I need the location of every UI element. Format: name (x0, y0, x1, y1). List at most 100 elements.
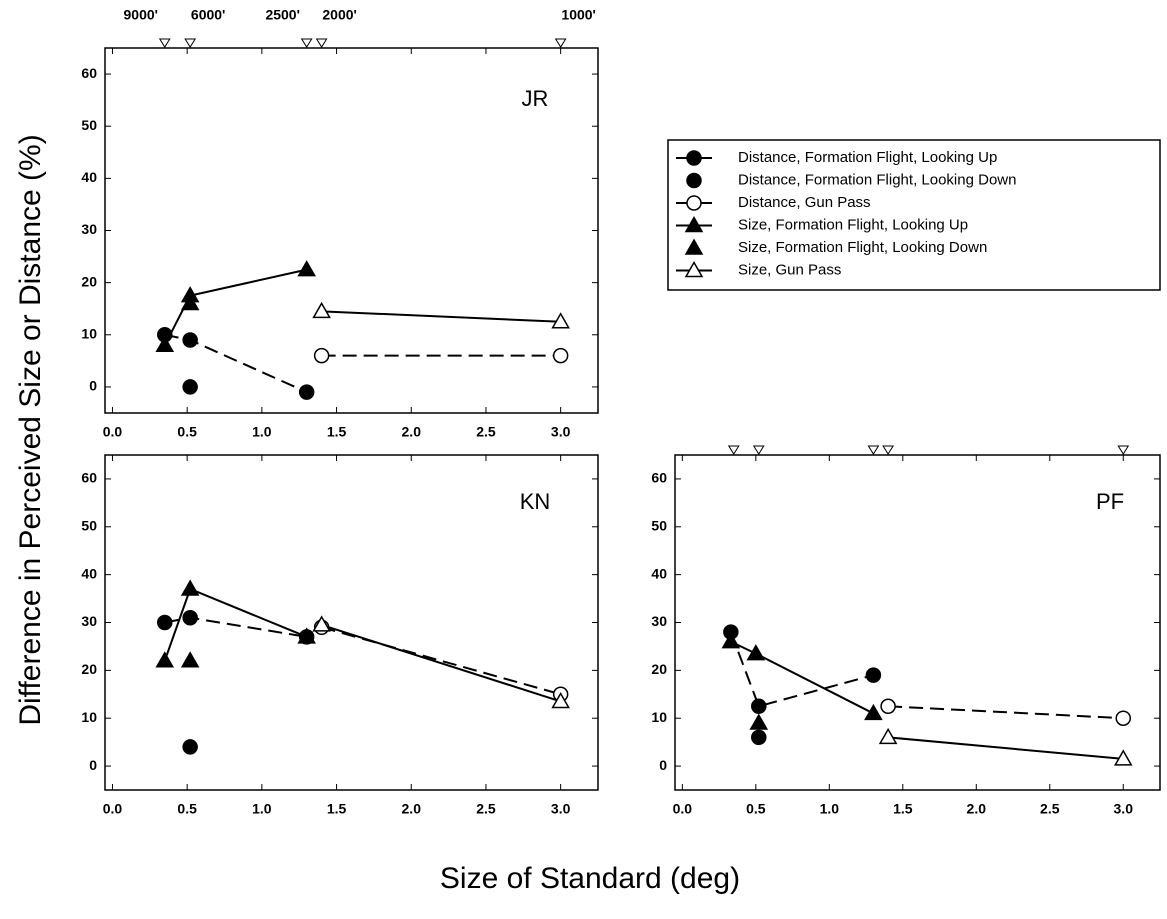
legend-label: Size, Formation Flight, Looking Down (738, 239, 987, 256)
panel-label: JR (522, 86, 549, 111)
x-tick-label: 1.0 (252, 801, 272, 817)
data-point (297, 627, 316, 644)
x-tick-label: 1.5 (327, 801, 347, 817)
top-marker (727, 445, 740, 455)
legend-marker (686, 172, 702, 189)
top-tick-label: 1000' (561, 7, 595, 23)
panel-label: PF (1096, 489, 1124, 514)
legend-label: Distance, Formation Flight, Looking Down (738, 171, 1016, 188)
x-tick-label: 1.0 (820, 801, 840, 817)
data-point (865, 667, 882, 683)
data-point (721, 632, 741, 649)
top-tick-label: 6000' (191, 7, 225, 23)
y-tick-label: 30 (81, 221, 97, 237)
data-point (312, 301, 331, 319)
x-axis-label: Size of Standard (deg) (440, 862, 740, 895)
y-tick-label: 60 (81, 65, 97, 81)
top-marker (554, 38, 567, 48)
top-marker (1117, 445, 1130, 455)
legend-label: Size, Gun Pass (738, 261, 841, 278)
series-line (321, 310, 561, 323)
y-tick-label: 60 (651, 470, 667, 486)
top-marker (158, 38, 171, 48)
y-tick-label: 20 (81, 273, 97, 289)
y-tick-label: 60 (81, 470, 97, 486)
x-tick-label: 1.0 (252, 424, 272, 440)
legend-marker (684, 260, 704, 278)
data-point (182, 609, 198, 626)
legend-marker (686, 150, 702, 166)
y-tick-label: 10 (81, 709, 97, 725)
x-tick-label: 2.5 (1040, 801, 1060, 817)
data-point (1115, 710, 1132, 726)
y-axis-label: Difference in Perceived Size or Distance… (14, 134, 47, 725)
series-line (729, 631, 874, 708)
x-tick-label: 3.0 (1114, 801, 1134, 817)
top-marker (882, 445, 895, 455)
data-point (155, 651, 175, 668)
data-point (298, 384, 315, 400)
top-tick-label: 2500' (265, 7, 299, 23)
legend-marker (684, 215, 704, 233)
y-tick-label: 10 (651, 709, 667, 725)
data-point (157, 614, 173, 631)
series-line (321, 623, 561, 703)
panel-label: KN (520, 489, 551, 514)
data-point (552, 347, 569, 364)
y-tick-label: 40 (81, 565, 97, 581)
y-tick-label: 0 (89, 757, 97, 773)
data-point (749, 713, 769, 730)
data-point (880, 698, 896, 714)
x-tick-label: 0.5 (177, 424, 197, 440)
data-point (751, 698, 767, 714)
data-point (864, 703, 883, 721)
series-line (888, 736, 1124, 760)
data-point (313, 347, 330, 364)
data-point (551, 312, 570, 329)
y-tick-label: 50 (81, 117, 97, 133)
data-point (180, 293, 200, 311)
top-marker (184, 38, 197, 48)
data-point (312, 615, 331, 632)
legend-marker (684, 238, 704, 255)
top-tick-label: 2000' (322, 7, 356, 23)
data-point (155, 335, 175, 352)
x-tick-label: 2.5 (476, 424, 496, 440)
y-tick-label: 40 (651, 565, 667, 581)
x-tick-label: 0.0 (103, 424, 123, 440)
legend-marker (686, 195, 702, 211)
y-tick-label: 50 (651, 517, 667, 533)
x-tick-label: 0.0 (103, 801, 123, 817)
y-tick-label: 20 (651, 661, 667, 677)
x-tick-label: 1.5 (893, 801, 913, 817)
legend-label: Distance, Gun Pass (738, 194, 871, 211)
x-tick-label: 0.5 (177, 801, 197, 817)
top-marker (315, 38, 328, 48)
series-line (888, 705, 1124, 720)
data-point (297, 260, 316, 277)
x-tick-label: 3.0 (551, 424, 571, 440)
y-tick-label: 0 (89, 378, 97, 394)
x-tick-label: 0.0 (673, 801, 693, 817)
data-point (182, 379, 198, 395)
x-tick-label: 3.0 (551, 801, 571, 817)
data-point (180, 651, 200, 668)
y-tick-label: 0 (659, 757, 667, 773)
x-tick-label: 2.0 (402, 424, 422, 440)
x-tick-label: 2.5 (476, 801, 496, 817)
y-tick-label: 10 (81, 325, 97, 341)
data-point (182, 739, 198, 755)
data-point (751, 729, 767, 746)
top-marker (867, 445, 880, 455)
top-marker (300, 38, 313, 48)
y-tick-label: 50 (81, 517, 97, 533)
data-point (746, 644, 766, 661)
legend-label: Size, Formation Flight, Looking Up (738, 216, 968, 233)
y-tick-label: 30 (81, 613, 97, 629)
legend-label: Distance, Formation Flight, Looking Up (738, 149, 997, 166)
x-tick-label: 0.5 (746, 801, 766, 817)
y-tick-label: 40 (81, 169, 97, 185)
data-point (878, 727, 898, 745)
data-point (180, 579, 200, 596)
